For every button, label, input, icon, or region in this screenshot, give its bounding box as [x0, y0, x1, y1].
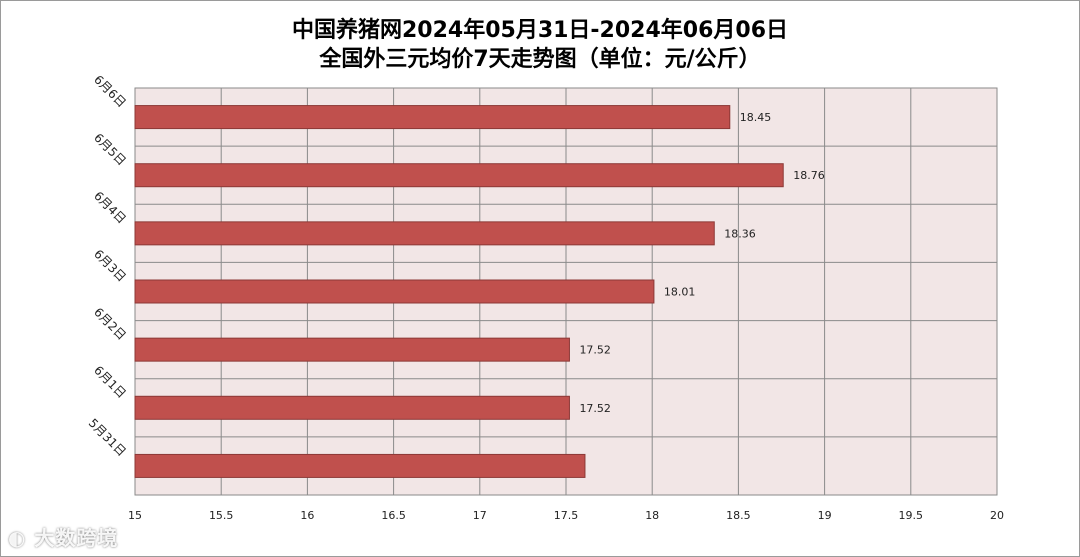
x-tick-label: 15: [128, 509, 142, 522]
bar: [134, 279, 655, 304]
x-tick-label: 16: [300, 509, 314, 522]
watermark-text: 大数跨境: [34, 526, 119, 550]
x-tick-label: 18: [645, 509, 659, 522]
x-tick-label: 20: [990, 509, 1004, 522]
y-tick-label: 6月1日: [91, 363, 129, 401]
y-tick-label: 5月31日: [86, 416, 129, 459]
data-label: 18.76: [793, 169, 825, 182]
x-tick-label: 18.5: [726, 509, 751, 522]
y-tick-label: 6月2日: [91, 305, 129, 343]
data-label: 18.01: [664, 286, 696, 299]
x-tick-label: 17: [473, 509, 487, 522]
data-label: 17.52: [579, 344, 611, 357]
chart-subtitle: 全国外三元均价7天走势图（单位：元/公斤）: [319, 47, 761, 72]
chart-title: 中国养猪网2024年05月31日-2024年06月06日: [291, 18, 789, 43]
x-tick-label: 19: [818, 509, 832, 522]
bar: [134, 337, 570, 362]
bar: [134, 221, 715, 246]
ebridge-logo-icon: ◐: [8, 526, 27, 550]
x-tick-label: 17.5: [554, 509, 579, 522]
x-tick-label: 19.5: [899, 509, 924, 522]
x-tick-label: 16.5: [381, 509, 406, 522]
data-label: 18.36: [724, 227, 756, 240]
y-tick-label: 6月4日: [91, 189, 129, 227]
data-label: 17.52: [579, 402, 611, 415]
chart-title-block: 中国养猪网2024年05月31日-2024年06月06日 全国外三元均价7天走势…: [0, 16, 1080, 74]
x-tick-label: 15.5: [209, 509, 234, 522]
bar: [134, 105, 731, 130]
bar: [134, 395, 570, 420]
data-label: 18.45: [740, 111, 772, 124]
y-tick-label: 6月3日: [91, 247, 129, 285]
bar: [134, 163, 784, 188]
watermark: ◐ 大数跨境: [8, 522, 118, 551]
bar: [134, 453, 586, 478]
y-tick-label: 6月5日: [91, 131, 129, 169]
y-tick-label: 6月6日: [91, 72, 129, 110]
